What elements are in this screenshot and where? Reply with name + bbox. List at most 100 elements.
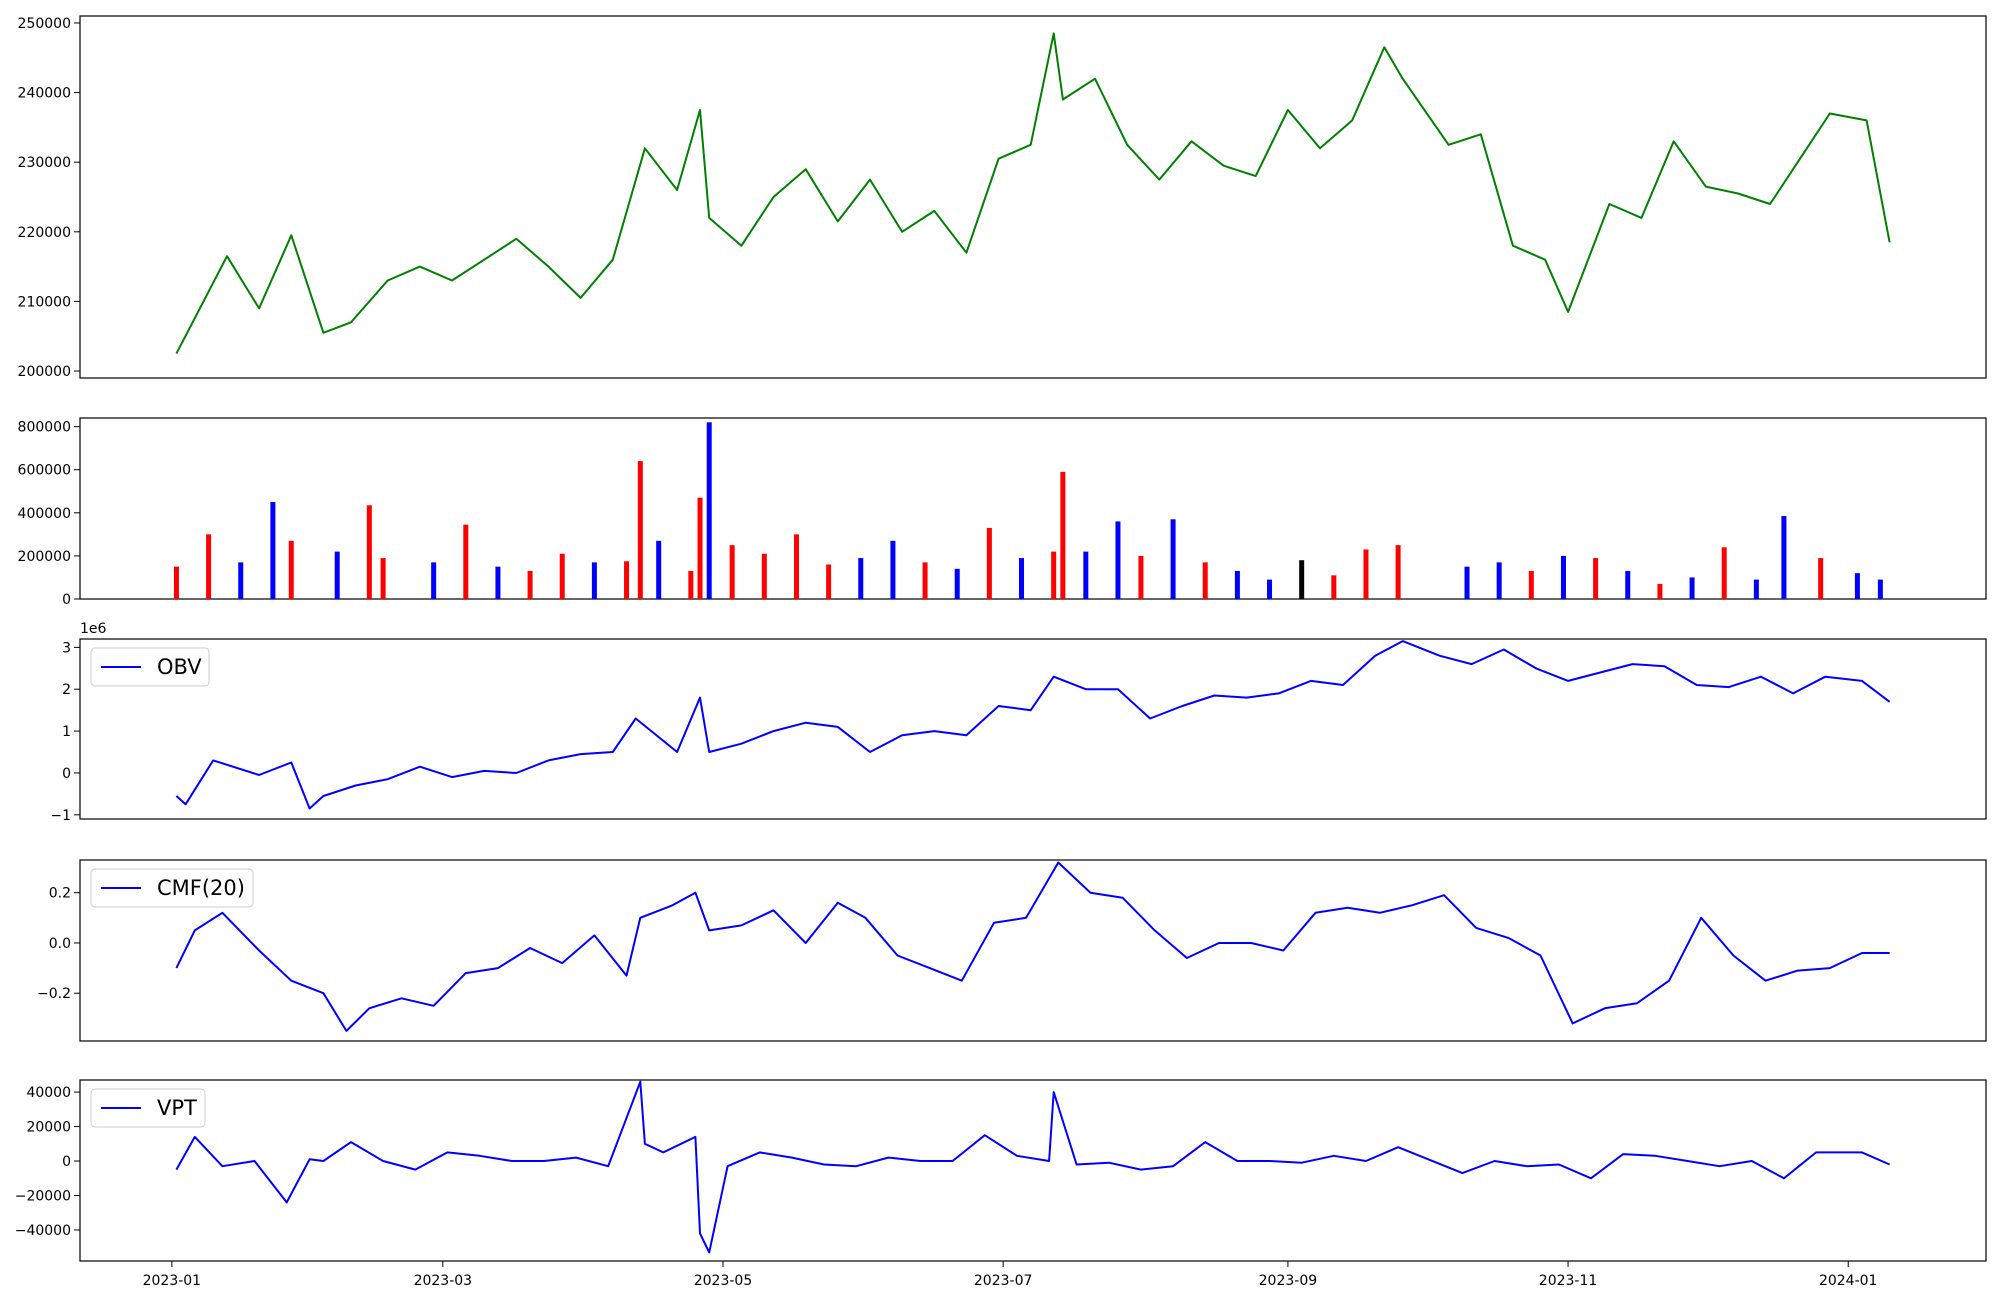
volume-bar [1877,579,1883,599]
volume-bar [1060,471,1066,599]
price-y-tick-label: 210000 [18,294,71,310]
obv-legend-box [90,647,210,687]
vpt-y-tick-label: 0 [62,1154,71,1170]
volume-bar [729,545,735,599]
vpt-y-tick-label: 20000 [26,1120,71,1136]
volume-bar [1721,547,1727,599]
volume-bar [688,570,694,599]
volume-bar [954,568,960,599]
volume-bar [1202,562,1208,599]
vpt-y-tick-label: −40000 [15,1223,71,1239]
price-plot-frame [79,15,1987,379]
volume-bar [1625,570,1631,599]
obv-line [175,640,1891,810]
cmf-line [175,861,1890,1032]
volume-bar [1395,545,1401,599]
volume-y-tick-label: 0 [62,592,71,608]
volume-bar [1689,577,1695,599]
price-y-tick-label: 220000 [18,225,71,241]
obv-y-tick-label: 3 [62,640,71,656]
volume-bar [637,461,643,599]
volume-bar [288,540,294,599]
x-tick-label: 2024-01 [1819,1273,1878,1289]
volume-bar [1753,579,1759,599]
cmf-legend-label: CMF(20) [157,876,245,900]
volume-bar [706,422,712,599]
vpt-line [175,1080,1891,1254]
price-series [175,32,1891,355]
volume-y-tick-label: 800000 [18,420,71,436]
cmf-series [175,861,1890,1032]
volume-bar [1267,579,1273,599]
vpt-plot-frame [79,1079,1987,1262]
x-tick-label: 2023-05 [694,1273,753,1289]
x-tick-label: 2023-07 [974,1273,1033,1289]
volume-bar [463,524,469,599]
volume-bar [656,540,662,599]
x-tick-label: 2023-03 [414,1273,473,1289]
vpt-y-tick-label: −20000 [15,1188,71,1204]
volume-bar [1019,558,1025,599]
obv-plot-frame [79,638,1987,820]
volume-y-tick-label: 400000 [18,506,71,522]
volume-bar [1115,521,1121,599]
volume-bar [1363,549,1369,599]
volume-bars [173,422,1883,599]
volume-bar [173,566,179,599]
volume-bar [858,558,864,599]
volume-bar [697,497,703,599]
volume-bar [1464,566,1470,599]
vpt-series [175,1080,1891,1254]
volume-panel: 0 200000 400000 600000 800000 [18,417,1987,608]
vpt-y-tick-label: 40000 [26,1085,71,1101]
obv-offset-label: 1e6 [80,621,107,637]
obv-y-axis: −1 0 1 2 3 [50,640,80,824]
volume-bar [624,561,630,599]
price-y-tick-label: 200000 [18,364,71,380]
cmf-legend: CMF(20) [90,868,254,908]
volume-bar [793,534,799,599]
volume-bar [826,564,832,599]
volume-bar [1170,519,1176,599]
cmf-y-tick-label: 0.2 [49,886,71,902]
cmf-y-axis: −0.2 0.0 0.2 [37,886,80,1002]
volume-bar [238,562,244,599]
obv-y-tick-label: 0 [62,766,71,782]
volume-bar [1818,558,1824,599]
obv-y-tick-label: −1 [50,808,71,824]
volume-y-axis: 0 200000 400000 600000 800000 [18,420,80,608]
volume-bar [1331,575,1337,599]
volume-bar [890,540,896,599]
volume-bar [366,505,372,599]
obv-legend-label: OBV [157,655,202,679]
volume-plot-frame [79,417,1987,600]
volume-bar [1138,555,1144,599]
vpt-legend-label: VPT [157,1096,197,1120]
vpt-legend: VPT [90,1088,206,1128]
price-y-tick-label: 250000 [18,16,71,32]
price-y-tick-label: 240000 [18,86,71,102]
vpt-y-axis: −40000 −20000 0 20000 40000 [15,1085,80,1239]
volume-bar [1528,570,1534,599]
volume-bar [1781,516,1787,599]
x-tick-label: 2023-11 [1539,1273,1598,1289]
cmf-y-tick-label: −0.2 [37,986,71,1002]
obv-legend: OBV [90,647,210,687]
cmf-y-tick-label: 0.0 [49,936,71,952]
obv-y-tick-label: 2 [62,682,71,698]
x-tick-label: 2023-09 [1259,1273,1318,1289]
price-y-axis: 200000 210000 220000 230000 240000 250000 [18,16,80,380]
obv-panel: 1e6 −1 0 1 2 3 OBV [50,621,1987,824]
volume-bar [1299,560,1305,599]
volume-bar [559,553,565,599]
volume-y-tick-label: 600000 [18,463,71,479]
x-tick-label: 2023-01 [143,1273,202,1289]
volume-bar [922,562,928,599]
volume-bar [334,551,340,599]
volume-bar [1854,573,1860,599]
price-y-tick-label: 230000 [18,155,71,171]
x-axis: 2023-01 2023-03 2023-05 2023-07 2023-09 2023-… [143,1261,1878,1289]
volume-bar [380,558,386,599]
volume-bar [591,562,597,599]
vpt-panel: −40000 −20000 0 20000 40000 VPT [15,1079,1987,1262]
